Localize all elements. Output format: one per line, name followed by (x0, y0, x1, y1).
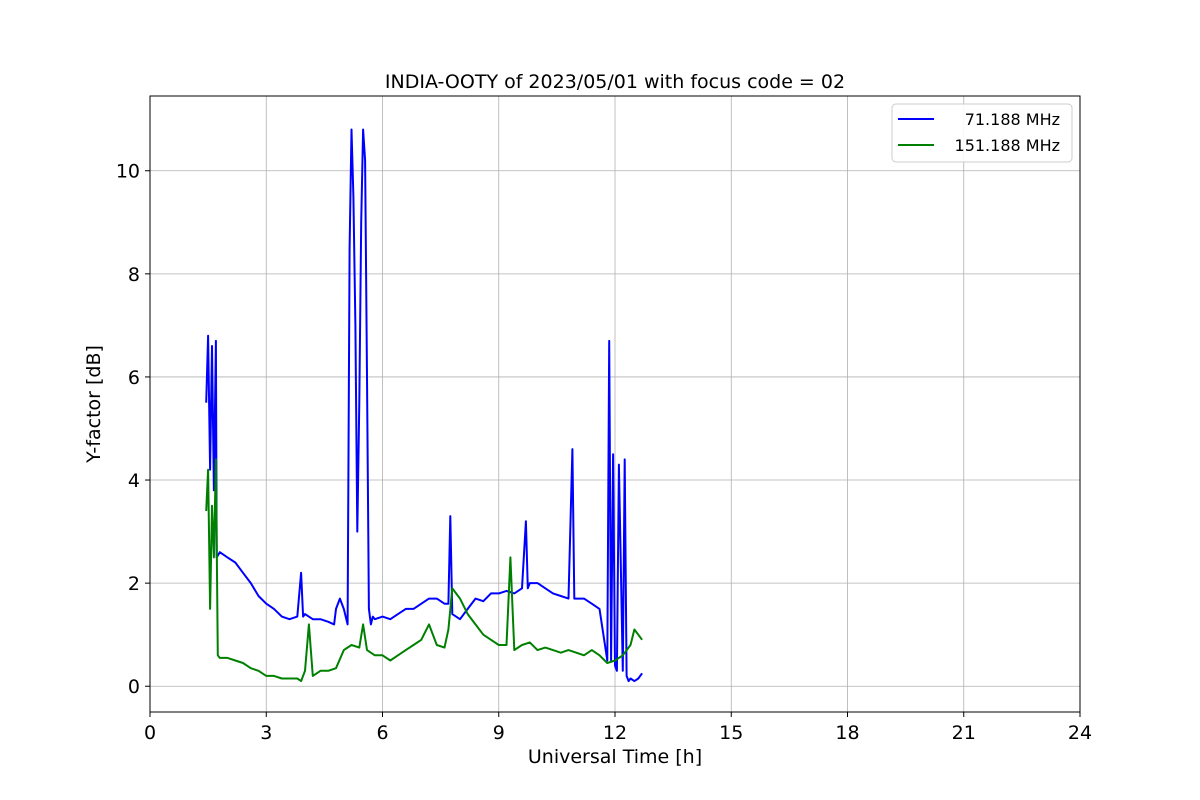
y-tick-label: 10 (116, 161, 140, 183)
series-layer (205, 128, 643, 683)
x-tick-label: 21 (952, 722, 976, 744)
x-tick-label: 0 (144, 722, 156, 744)
x-tick-label: 3 (260, 722, 272, 744)
legend: 71.188 MHz 151.188 MHz (891, 103, 1073, 163)
y-axis: 0 2 4 6 8 10 (116, 161, 150, 698)
x-tick-label: 6 (376, 722, 388, 744)
legend-label-2: 151.188 MHz (955, 136, 1060, 155)
y-tick-label: 6 (128, 367, 140, 389)
x-axis: 0 3 6 9 12 15 18 21 24 (144, 712, 1092, 744)
series-line-1 (205, 128, 643, 683)
y-tick-label: 8 (128, 264, 140, 286)
y-tick-label: 4 (128, 470, 140, 492)
x-tick-label: 18 (835, 722, 859, 744)
x-axis-label: Universal Time [h] (528, 746, 702, 768)
x-tick-label: 15 (719, 722, 743, 744)
legend-label-1: 71.188 MHz (965, 110, 1060, 129)
x-tick-label: 24 (1068, 722, 1092, 744)
series-line-2 (205, 458, 643, 683)
x-tick-label: 9 (493, 722, 505, 744)
y-tick-label: 0 (128, 676, 140, 698)
x-tick-label: 12 (603, 722, 627, 744)
legend-box (891, 103, 1073, 163)
chart-title: INDIA-OOTY of 2023/05/01 with focus code… (385, 71, 845, 93)
y-axis-label: Y-factor [dB] (83, 345, 105, 464)
y-tick-label: 2 (128, 573, 140, 595)
